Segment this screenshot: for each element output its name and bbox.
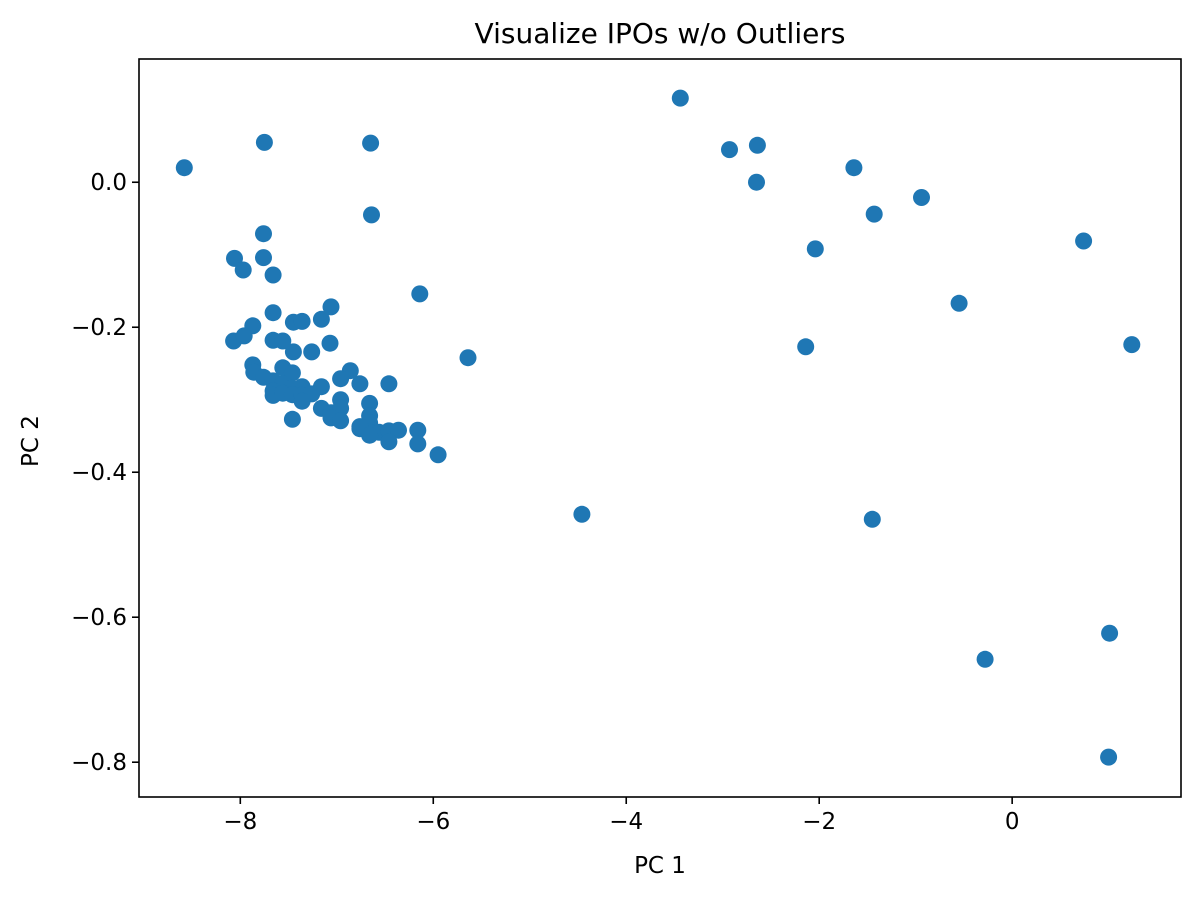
x-tick-label: −8 (223, 809, 257, 835)
data-point (255, 133, 273, 151)
data-point (264, 266, 282, 284)
data-point (255, 225, 272, 243)
x-tick-label: −4 (609, 809, 643, 835)
plot-frame (138, 58, 1182, 798)
data-point (283, 410, 301, 428)
data-point (361, 394, 379, 412)
data-point (293, 312, 311, 330)
data-point (409, 421, 427, 439)
data-point (332, 370, 350, 388)
data-point (234, 261, 252, 279)
data-point (976, 650, 994, 668)
y-axis-label: PC 2 (18, 415, 44, 467)
data-point (351, 375, 369, 393)
data-point (361, 426, 379, 444)
x-tick-label: −2 (802, 809, 836, 835)
data-point (671, 89, 689, 107)
data-point (573, 505, 591, 523)
data-point (226, 249, 243, 267)
data-point (312, 310, 330, 328)
data-point (264, 304, 282, 322)
data-point (380, 433, 398, 451)
plot-area (138, 58, 1182, 798)
data-point (409, 435, 427, 453)
data-point (845, 159, 863, 177)
data-point (913, 189, 930, 206)
data-point (255, 249, 272, 267)
data-point (175, 159, 193, 177)
y-tick-label: −0.6 (71, 605, 127, 631)
data-point (1123, 336, 1141, 354)
data-point (321, 334, 339, 352)
data-point (380, 375, 398, 393)
data-point (293, 392, 311, 410)
data-point (721, 141, 738, 159)
x-axis: −8 −6 −4 −2 0 (223, 797, 1019, 835)
data-point (863, 510, 881, 528)
data-point (950, 294, 968, 312)
data-point (1101, 624, 1119, 642)
data-point (1100, 748, 1118, 766)
data-point (283, 364, 301, 382)
data-point (235, 327, 253, 345)
data-points (175, 89, 1141, 766)
data-point (363, 206, 380, 224)
y-axis: 0.0 −0.2 −0.4 −0.6 −0.8 (71, 170, 139, 776)
data-point (332, 412, 350, 430)
y-tick-label: −0.2 (71, 315, 127, 341)
x-tick-label: 0 (1005, 809, 1020, 835)
data-point (797, 338, 815, 356)
data-point (274, 332, 292, 350)
x-axis-label: PC 1 (634, 853, 686, 879)
data-point (865, 205, 883, 223)
data-point (748, 136, 766, 154)
chart-title: Visualize IPOs w/o Outliers (475, 17, 846, 50)
y-tick-label: 0.0 (90, 170, 127, 196)
data-point (362, 134, 380, 152)
data-point (806, 240, 824, 258)
data-point (748, 173, 765, 191)
data-point (411, 285, 429, 303)
data-point (322, 298, 340, 316)
data-point (459, 349, 477, 367)
data-point (390, 421, 407, 439)
y-tick-label: −0.4 (71, 460, 127, 486)
data-point (303, 343, 321, 361)
x-tick-label: −6 (416, 809, 450, 835)
data-point (284, 343, 302, 361)
data-point (429, 446, 447, 464)
data-point (1075, 232, 1093, 250)
y-tick-label: −0.8 (71, 750, 127, 776)
